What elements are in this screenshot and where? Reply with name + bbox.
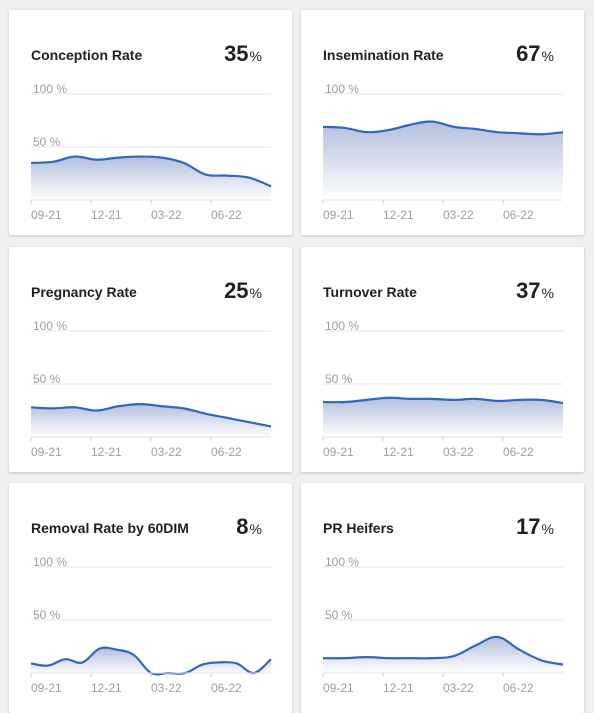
card-value: 35% [224, 41, 262, 67]
x-tick-label: 03-22 [443, 681, 474, 695]
card-value-number: 8 [236, 514, 249, 539]
card-title: Turnover Rate [323, 284, 417, 300]
x-tick-label: 12-21 [91, 445, 122, 459]
card-value: 25% [224, 278, 262, 304]
y-tick-label: 50 % [325, 608, 353, 622]
x-tick-label: 09-21 [323, 681, 354, 695]
series-line [322, 635, 564, 666]
conception-rate-card: 100 % 50 % 09-21 12-21 03-22 06-22 Conception … [9, 10, 292, 235]
card-value-number: 35 [224, 41, 249, 66]
card-value: 8% [236, 514, 262, 540]
y-tick-label: 50 % [33, 135, 61, 149]
card-value: 17% [516, 514, 554, 540]
x-tick-label: 09-21 [323, 445, 354, 459]
x-tick-label: 09-21 [31, 445, 62, 459]
x-tick-label: 12-21 [91, 208, 122, 222]
y-tick-label: 100 % [33, 82, 67, 96]
series-area [323, 121, 563, 200]
x-tick-label: 12-21 [91, 681, 122, 695]
y-tick-label: 100 % [325, 82, 359, 96]
y-tick-label: 50 % [325, 372, 353, 386]
card-title: Insemination Rate [323, 47, 444, 63]
y-tick-label: 100 % [325, 319, 359, 333]
card-title: Removal Rate by 60DIM [31, 520, 189, 536]
x-tick-label: 06-22 [211, 208, 242, 222]
pr-heifers-chart: 100 % 50 % 09-21 12-21 03-22 06-22 [322, 555, 564, 695]
card-title: PR Heifers [323, 520, 394, 536]
x-tick-label: 12-21 [383, 681, 414, 695]
card-value: 67% [516, 41, 554, 67]
x-tick-label: 06-22 [211, 681, 242, 695]
x-tick-label: 03-22 [443, 208, 474, 222]
x-tick-label: 06-22 [211, 445, 242, 459]
removal-rate-by-60dim-card: 100 % 50 % 09-21 12-21 03-22 06-22 Removal Rat… [9, 483, 292, 713]
card-value: 37% [516, 278, 554, 304]
x-tick-label: 06-22 [503, 445, 534, 459]
series-line [30, 403, 272, 428]
y-tick-label: 100 % [33, 555, 67, 569]
conception-rate-chart: 100 % 50 % 09-21 12-21 03-22 06-22 [30, 82, 272, 222]
card-value-number: 25 [224, 278, 249, 303]
x-tick-label: 06-22 [503, 681, 534, 695]
series-area [323, 636, 563, 673]
x-tick-label: 09-21 [323, 208, 354, 222]
card-value-number: 67 [516, 41, 541, 66]
removal-rate-by-60dim-chart: 100 % 50 % 09-21 12-21 03-22 06-22 [30, 555, 272, 695]
y-tick-label: 50 % [33, 608, 61, 622]
y-tick-label: 100 % [325, 555, 359, 569]
insemination-rate-card: 100 %50 %09-2112-2103-2206-22Inseminatio… [301, 10, 584, 235]
card-value-unit: % [249, 285, 262, 301]
series-line [30, 155, 272, 188]
card-value-unit: % [541, 285, 554, 301]
x-tick-label: 03-22 [151, 445, 182, 459]
x-tick-label: 09-21 [31, 681, 62, 695]
x-tick-label: 12-21 [383, 208, 414, 222]
x-tick-label: 09-21 [31, 208, 62, 222]
series-area [31, 647, 271, 675]
series-area [323, 397, 563, 437]
series-area [31, 404, 271, 437]
pr-heifers-card: 100 % 50 % 09-21 12-21 03-22 06-22 PR Heifers 1… [301, 483, 584, 713]
x-tick-label: 06-22 [503, 208, 534, 222]
card-value-unit: % [541, 521, 554, 537]
turnover-rate-chart: 100 % 50 % 09-21 12-21 03-22 06-22 [322, 319, 564, 459]
pregnancy-rate-chart: 100 % 50 % 09-21 12-21 03-22 06-22 [30, 319, 272, 459]
card-title: Conception Rate [31, 47, 143, 63]
card-title: Pregnancy Rate [31, 284, 137, 300]
x-tick-label: 03-22 [151, 208, 182, 222]
x-tick-label: 12-21 [383, 445, 414, 459]
x-tick-label: 03-22 [443, 445, 474, 459]
y-tick-label: 100 % [33, 319, 67, 333]
x-tick-label: 03-22 [151, 681, 182, 695]
card-value-unit: % [249, 48, 262, 64]
card-value-number: 37 [516, 278, 541, 303]
series-line [322, 120, 564, 136]
turnover-rate-card: 100 % 50 % 09-21 12-21 03-22 06-22 Turnover Ra… [301, 247, 584, 472]
card-value-unit: % [541, 48, 554, 64]
y-tick-label: 50 % [33, 372, 61, 386]
series-area [31, 156, 271, 200]
card-value-unit: % [249, 521, 262, 537]
pregnancy-rate-card: 100 % 50 % 09-21 12-21 03-22 06-22 Pregnancy R… [9, 247, 292, 472]
card-value-number: 17 [516, 514, 541, 539]
series-line [322, 396, 564, 405]
